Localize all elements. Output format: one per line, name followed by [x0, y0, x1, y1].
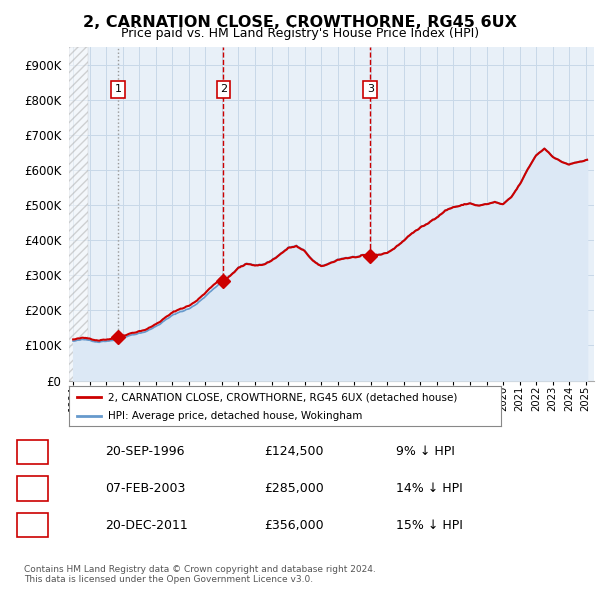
- Bar: [69, 47, 88, 381]
- Text: £356,000: £356,000: [264, 519, 323, 532]
- Text: Price paid vs. HM Land Registry's House Price Index (HPI): Price paid vs. HM Land Registry's House …: [121, 27, 479, 40]
- Text: 2: 2: [28, 482, 37, 495]
- Text: 07-FEB-2003: 07-FEB-2003: [105, 482, 185, 495]
- Text: 3: 3: [367, 84, 374, 94]
- Text: 2, CARNATION CLOSE, CROWTHORNE, RG45 6UX (detached house): 2, CARNATION CLOSE, CROWTHORNE, RG45 6UX…: [108, 392, 457, 402]
- Bar: [69, 47, 88, 381]
- Text: 20-SEP-1996: 20-SEP-1996: [105, 445, 185, 458]
- Text: 1: 1: [28, 445, 37, 458]
- Text: 9% ↓ HPI: 9% ↓ HPI: [396, 445, 455, 458]
- Text: 1: 1: [115, 84, 122, 94]
- Text: 15% ↓ HPI: 15% ↓ HPI: [396, 519, 463, 532]
- Text: 2, CARNATION CLOSE, CROWTHORNE, RG45 6UX: 2, CARNATION CLOSE, CROWTHORNE, RG45 6UX: [83, 15, 517, 30]
- Text: HPI: Average price, detached house, Wokingham: HPI: Average price, detached house, Woki…: [108, 411, 362, 421]
- Text: 2: 2: [220, 84, 227, 94]
- Text: 3: 3: [28, 519, 37, 532]
- Text: £285,000: £285,000: [264, 482, 324, 495]
- Text: £124,500: £124,500: [264, 445, 323, 458]
- Text: 20-DEC-2011: 20-DEC-2011: [105, 519, 188, 532]
- Text: Contains HM Land Registry data © Crown copyright and database right 2024.
This d: Contains HM Land Registry data © Crown c…: [24, 565, 376, 584]
- Text: 14% ↓ HPI: 14% ↓ HPI: [396, 482, 463, 495]
